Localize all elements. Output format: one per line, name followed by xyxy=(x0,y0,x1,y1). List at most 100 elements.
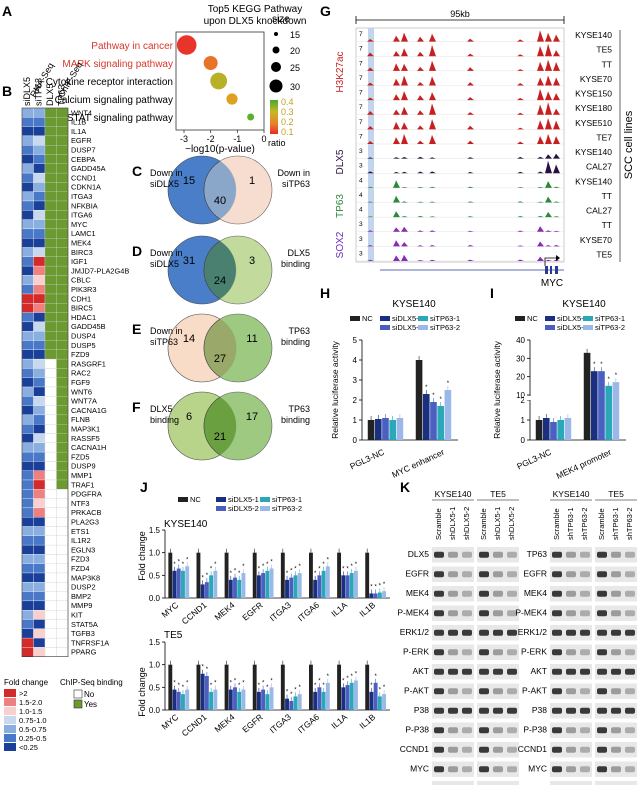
blot-band xyxy=(434,746,444,753)
signal-track xyxy=(356,153,564,159)
venn-right-count: 17 xyxy=(246,411,258,423)
pathway-label: Cytokine receptor interaction xyxy=(46,77,173,88)
heatmap-cell xyxy=(21,451,34,462)
heatmap-cell xyxy=(21,628,34,639)
blot-band xyxy=(611,590,621,597)
heatmap-cell xyxy=(21,200,34,211)
heatmap-cell xyxy=(21,172,34,183)
significance-star: * xyxy=(608,377,611,383)
cell-line-header: KYSE140 xyxy=(435,489,472,499)
bar xyxy=(557,420,564,440)
gene-xlabel: ITGA6 xyxy=(296,600,321,624)
chip-cell xyxy=(44,498,57,509)
bar xyxy=(237,691,242,710)
blot-membrane xyxy=(550,566,592,582)
significance-star: * xyxy=(290,692,293,698)
chip-cell xyxy=(44,163,57,174)
blot-band xyxy=(552,610,562,617)
blot-band xyxy=(493,766,503,773)
bar xyxy=(542,418,550,440)
chip-cell xyxy=(56,572,69,583)
significance-star: * xyxy=(178,560,181,566)
heatmap-cell xyxy=(33,377,46,388)
track-max-label: 3 xyxy=(359,221,363,228)
bar xyxy=(196,664,201,710)
track-cell-line: CAL27 xyxy=(586,206,612,216)
heatmap-cell xyxy=(33,265,46,276)
blot-band xyxy=(552,571,562,578)
significance-star: * xyxy=(318,566,321,572)
size-legend-title: size xyxy=(272,14,290,25)
bar xyxy=(605,385,612,440)
blot-membrane xyxy=(595,586,637,602)
chip-cell xyxy=(56,619,69,629)
fold-legend-swatch xyxy=(4,707,16,715)
bar xyxy=(256,575,261,598)
legend-swatch xyxy=(418,325,428,330)
heatmap-cell xyxy=(21,340,34,350)
blot-membrane xyxy=(550,605,592,621)
gene-label: IGF1 xyxy=(71,257,87,266)
chip-cell xyxy=(44,414,57,425)
blot-band xyxy=(462,590,472,597)
protein-label: P-ERK xyxy=(521,647,547,657)
significance-star: * xyxy=(234,678,237,684)
significance-star: * xyxy=(355,672,358,678)
chip-cell xyxy=(56,405,69,416)
blot-band xyxy=(552,707,562,714)
bar xyxy=(535,420,543,440)
panel-j-top-title: KYSE140 xyxy=(164,519,208,530)
legend-label: NC xyxy=(362,314,373,323)
lane-label: shTP63-2 xyxy=(580,507,589,540)
heatmap-cell xyxy=(21,145,34,155)
blot-band xyxy=(611,571,621,578)
heatmap-cell xyxy=(33,210,46,220)
heatmap-cell xyxy=(33,424,46,434)
fold-legend-label: 1.0-1.5 xyxy=(19,707,42,716)
heatmap-cell xyxy=(33,126,46,137)
chip-cell xyxy=(44,117,57,127)
blot-band xyxy=(552,668,562,675)
blot-band xyxy=(566,551,576,558)
chip-cell xyxy=(56,442,69,453)
cell-line-header: TE5 xyxy=(608,489,624,499)
ratio-tick: 0.2 xyxy=(281,117,294,127)
bar xyxy=(204,676,209,710)
heatmap-cell xyxy=(21,582,34,592)
bar xyxy=(317,575,322,598)
blot-membrane xyxy=(595,547,637,563)
track-max-label: 4 xyxy=(359,177,363,184)
fold-legend-swatch xyxy=(4,689,16,697)
blot-band xyxy=(597,688,607,695)
gene-label: WNT4 xyxy=(71,108,92,117)
track-max-label: 3 xyxy=(359,163,363,170)
lane-label: Scramble xyxy=(479,508,488,540)
legend-swatch xyxy=(350,316,360,321)
ratio-tick: 0.3 xyxy=(281,107,294,117)
blot-band xyxy=(434,688,444,695)
blot-band xyxy=(493,649,503,656)
heatmap-cell xyxy=(33,200,46,211)
track-cell-line: KYSE140 xyxy=(575,30,612,40)
heatmap-cell xyxy=(21,349,34,360)
heatmap-cell xyxy=(21,163,34,174)
fold-legend-swatch xyxy=(4,743,16,751)
y-tick-label: 40 xyxy=(516,336,525,345)
heatmap-cell xyxy=(21,563,34,574)
blot-band xyxy=(552,727,562,734)
blot-band xyxy=(552,649,562,656)
signal-track xyxy=(356,59,564,71)
significance-star: * xyxy=(234,569,237,575)
fold-legend-title: Fold change xyxy=(4,678,49,687)
chip-cell xyxy=(56,647,69,657)
gene-label: BIRC5 xyxy=(71,304,93,313)
track-cell-line: TE7 xyxy=(596,132,612,142)
track-max-label: 7 xyxy=(359,104,363,111)
gene-xlabel: MEK4 xyxy=(212,712,236,735)
significance-star: * xyxy=(383,685,386,691)
legend-swatch xyxy=(178,497,188,502)
size-legend-dot xyxy=(272,46,280,54)
heatmap-cell xyxy=(33,489,46,499)
gene-label: CCND1 xyxy=(71,173,96,182)
